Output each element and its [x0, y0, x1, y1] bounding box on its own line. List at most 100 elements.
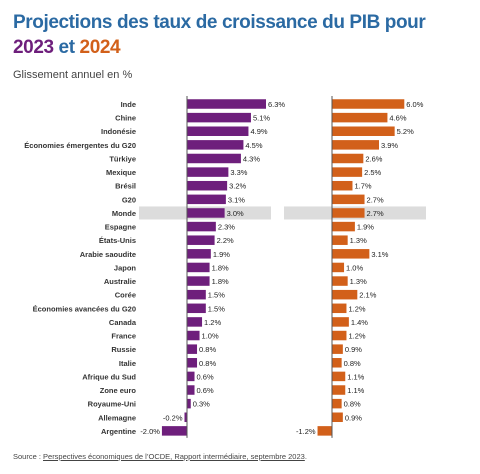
category-label-13: Australie — [104, 277, 136, 286]
category-label-2: Indonésie — [101, 127, 136, 136]
data-label-2024-20: 1.1% — [347, 372, 364, 381]
category-label-0: Inde — [121, 100, 136, 109]
bar-2023-9 — [187, 221, 216, 232]
data-label-2023-13: 1.8% — [212, 277, 229, 286]
bar-2024-7 — [332, 194, 365, 205]
chart-title-connector: et — [53, 37, 80, 58]
chart-title: Projections des taux de croissance du PI… — [13, 10, 453, 60]
bar-2023-12 — [187, 262, 210, 273]
bar-2023-7 — [187, 194, 226, 205]
category-label-12: Japon — [114, 263, 137, 272]
category-label-8: Monde — [112, 209, 136, 218]
data-label-2023-14: 1.5% — [208, 291, 225, 300]
data-label-2024-14: 2.1% — [359, 291, 376, 300]
data-label-2023-23: -0.2% — [163, 413, 183, 422]
bar-2024-18 — [332, 344, 343, 354]
data-label-2024-13: 1.3% — [350, 277, 367, 286]
bar-2024-12 — [332, 262, 345, 273]
data-label-2024-24: -1.2% — [296, 427, 316, 436]
bar-2023-2 — [187, 126, 249, 136]
data-label-2023-19: 0.8% — [199, 359, 216, 368]
chart-title-main: Projections des taux de croissance du PI… — [13, 12, 426, 33]
data-label-2023-4: 4.3% — [243, 154, 260, 163]
data-label-2023-10: 2.2% — [217, 236, 234, 245]
bar-2024-23 — [332, 412, 343, 423]
data-label-2023-16: 1.2% — [204, 318, 221, 327]
bar-2024-14 — [332, 289, 358, 300]
data-label-2024-17: 1.2% — [348, 332, 365, 341]
category-label-15: Économies avancées du G20 — [33, 304, 136, 313]
data-label-2024-16: 1.4% — [351, 318, 368, 327]
category-label-21: Zone euro — [100, 386, 137, 395]
source-link[interactable]: Perspectives économiques de l’OCDE, Rapp… — [43, 452, 305, 461]
bar-2023-21 — [187, 385, 195, 395]
category-label-6: Brésil — [115, 182, 136, 191]
bar-2023-3 — [187, 140, 244, 150]
data-label-2024-6: 1.7% — [354, 182, 371, 191]
data-label-2024-2: 5.2% — [397, 127, 414, 136]
bar-2023-19 — [187, 358, 198, 368]
data-label-2024-11: 3.1% — [371, 250, 388, 259]
bar-2024-19 — [332, 358, 342, 368]
data-label-2024-22: 0.8% — [344, 400, 361, 409]
bar-2024-5 — [332, 167, 363, 177]
bar-2024-2 — [332, 126, 395, 136]
data-label-2023-6: 3.2% — [229, 182, 246, 191]
category-label-11: Arabie saoudite — [80, 250, 136, 259]
bar-2024-9 — [332, 221, 355, 232]
source-suffix: . — [304, 452, 307, 461]
category-label-14: Corée — [115, 291, 136, 300]
bar-2024-10 — [332, 235, 348, 245]
data-label-2024-7: 2.7% — [367, 195, 384, 204]
category-label-18: Russie — [111, 345, 136, 354]
data-label-2024-5: 2.5% — [364, 168, 381, 177]
bar-2023-10 — [187, 235, 215, 245]
bar-2024-15 — [332, 303, 347, 314]
data-label-2024-15: 1.2% — [348, 304, 365, 313]
bar-2024-6 — [332, 180, 353, 191]
category-label-17: France — [111, 332, 136, 341]
data-label-2023-8: 3.0% — [227, 209, 244, 218]
bar-2024-16 — [332, 317, 349, 327]
bar-2024-0 — [332, 99, 405, 109]
data-label-2023-22: 0.3% — [193, 400, 210, 409]
category-label-9: Espagne — [105, 223, 136, 232]
data-label-2023-11: 1.9% — [213, 250, 230, 259]
category-label-19: Italie — [119, 359, 136, 368]
bar-2024-22 — [332, 398, 342, 409]
data-label-2024-12: 1.0% — [346, 263, 363, 272]
category-label-3: Économies émergentes du G20 — [24, 141, 136, 150]
bar-2023-13 — [187, 276, 210, 286]
bar-2024-1 — [332, 112, 388, 123]
data-label-2023-7: 3.1% — [228, 195, 245, 204]
data-label-2023-21: 0.6% — [197, 386, 214, 395]
category-label-22: Royaume-Uni — [88, 400, 136, 409]
data-label-2024-9: 1.9% — [357, 223, 374, 232]
category-label-24: Argentine — [101, 427, 136, 436]
bar-2024-13 — [332, 276, 348, 286]
data-label-2023-24: -2.0% — [140, 427, 160, 436]
chart-title-year-2024: 2024 — [79, 37, 121, 58]
data-label-2024-18: 0.9% — [345, 345, 362, 354]
data-label-2023-3: 4.5% — [245, 141, 262, 150]
data-label-2024-0: 6.0% — [406, 100, 423, 109]
category-label-4: Türkiye — [109, 154, 136, 163]
bar-2023-5 — [187, 167, 229, 177]
category-label-23: Allemagne — [98, 413, 136, 422]
bar-2024-17 — [332, 330, 347, 341]
category-label-20: Afrique du Sud — [82, 372, 136, 381]
bar-2023-24 — [161, 426, 187, 436]
bar-2023-1 — [187, 112, 251, 123]
bar-2023-23 — [184, 412, 187, 423]
bar-2023-15 — [187, 303, 206, 314]
data-label-2023-18: 0.8% — [199, 345, 216, 354]
bar-2023-6 — [187, 180, 228, 191]
source-label: Source : — [13, 452, 44, 461]
bar-2024-20 — [332, 371, 346, 382]
bar-2023-14 — [187, 289, 206, 300]
data-label-2024-23: 0.9% — [345, 413, 362, 422]
bar-2023-16 — [187, 317, 203, 327]
bar-2024-11 — [332, 249, 370, 259]
category-label-5: Mexique — [106, 168, 136, 177]
bar-chart: 6.3% Inde 5.1% Chine 4.9% Indonésie 4.5% Économ… — [24, 96, 426, 438]
